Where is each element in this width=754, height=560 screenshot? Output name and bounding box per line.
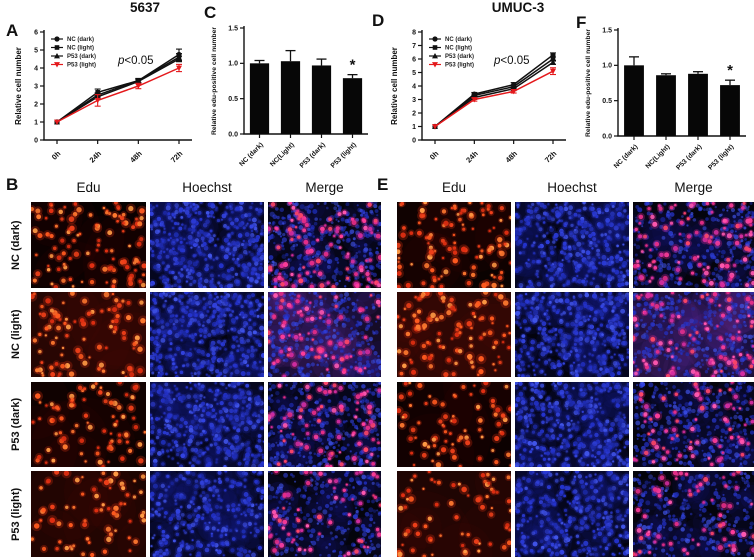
micro-tile-e-p53-light-hoechst xyxy=(515,471,629,557)
micro-tile-b-nc-light-edu xyxy=(31,292,146,377)
panel-a-letter: A xyxy=(6,21,19,40)
svg-text:p<0.05: p<0.05 xyxy=(493,55,530,67)
svg-text:0.0: 0.0 xyxy=(228,131,238,138)
svg-text:P53 (dark): P53 (dark) xyxy=(445,54,474,60)
micro-tile-e-p53-dark-hoechst xyxy=(515,382,629,467)
panel-b-col-header-edu: Edu xyxy=(76,180,101,195)
svg-text:*: * xyxy=(727,62,733,79)
micro-tile-e-nc-light-merge xyxy=(633,292,754,377)
svg-text:0: 0 xyxy=(34,137,38,144)
panel-a-line-chart: 0 1 2 3 4 5 6 0h 24h 48h 72h NC (dark) NC (light) P53… xyxy=(12,26,204,178)
micro-tile-e-p53-light-merge xyxy=(633,471,754,557)
svg-text:4: 4 xyxy=(412,83,416,90)
svg-text:P53 (dark): P53 (dark) xyxy=(67,54,96,60)
micro-tile-b-nc-dark-hoechst xyxy=(150,202,264,288)
panel-b-col-header-hoechst: Hoechst xyxy=(182,180,232,195)
micro-tile-b-nc-dark-edu xyxy=(31,202,146,288)
micro-tile-b-p53-dark-edu xyxy=(31,382,146,467)
svg-text:P53 (light): P53 (light) xyxy=(67,63,96,69)
svg-text:1.5: 1.5 xyxy=(228,25,238,32)
svg-text:6: 6 xyxy=(412,56,416,63)
micro-tile-e-nc-light-edu xyxy=(397,292,511,377)
panel-f-bar-chart: 0.0 0.5 1.0 1.5 NC (dark) NC(Light) P53 (dark)… xyxy=(580,18,754,182)
svg-text:2: 2 xyxy=(412,110,416,117)
svg-text:3: 3 xyxy=(34,83,38,90)
micro-tile-b-p53-dark-hoechst xyxy=(150,382,264,467)
svg-text:p<0.05: p<0.05 xyxy=(117,55,154,67)
panel-b-letter: B xyxy=(6,175,19,194)
svg-text:6: 6 xyxy=(34,29,38,36)
micro-tile-e-nc-dark-merge xyxy=(633,202,754,288)
svg-text:0: 0 xyxy=(412,137,416,144)
micro-tile-b-p53-light-edu xyxy=(31,471,146,557)
panel-c-bar-chart: 0.0 0.5 1.0 1.5 NC (dark) NC(Light) P53 (dark)… xyxy=(206,16,376,180)
micro-tile-b-p53-light-hoechst xyxy=(150,471,264,557)
svg-text:3: 3 xyxy=(412,97,416,104)
panel-a-title: 5637 xyxy=(129,0,161,15)
svg-text:1: 1 xyxy=(412,124,416,131)
panel-d-letter: D xyxy=(372,11,385,30)
panel-d-title: UMUC-3 xyxy=(491,0,545,15)
svg-text:NC (dark): NC (dark) xyxy=(67,37,94,43)
micro-tile-e-nc-light-hoechst xyxy=(515,292,629,377)
panel-e-col-header-merge: Merge xyxy=(674,180,713,195)
micro-tile-b-nc-dark-merge xyxy=(268,202,381,288)
svg-text:2: 2 xyxy=(34,101,38,108)
svg-text:0.5: 0.5 xyxy=(602,98,612,105)
micro-tile-e-p53-dark-merge xyxy=(633,382,754,467)
svg-text:*: * xyxy=(350,57,356,74)
svg-text:5: 5 xyxy=(34,47,38,54)
panel-e-col-header-hoechst: Hoechst xyxy=(547,180,597,195)
panel-e-letter: E xyxy=(377,175,389,194)
micro-tile-e-p53-dark-edu xyxy=(397,382,511,467)
svg-text:P53 (light): P53 (light) xyxy=(445,63,474,69)
svg-text:8: 8 xyxy=(412,29,416,36)
panel-e-col-header-edu: Edu xyxy=(441,180,467,195)
svg-text:7: 7 xyxy=(412,43,416,50)
svg-text:Relative edu-positive cell num: Relative edu-positive cell number xyxy=(211,27,218,135)
svg-text:Relative cell number: Relative cell number xyxy=(390,47,399,125)
svg-text:0.5: 0.5 xyxy=(228,96,238,103)
svg-text:1.5: 1.5 xyxy=(602,27,612,34)
micro-tile-b-nc-light-hoechst xyxy=(150,292,264,377)
svg-text:Relative cell number: Relative cell number xyxy=(14,47,23,125)
panel-f-letter: F xyxy=(576,13,587,32)
svg-text:1: 1 xyxy=(34,119,38,126)
micro-tile-b-p53-dark-merge xyxy=(268,382,381,467)
micro-tile-e-nc-dark-hoechst xyxy=(515,202,629,288)
panel-c-letter: C xyxy=(204,3,217,22)
svg-text:0.0: 0.0 xyxy=(602,133,612,140)
svg-text:5: 5 xyxy=(412,70,416,77)
svg-text:NC (light): NC (light) xyxy=(445,46,472,52)
panel-b-col-header-merge: Merge xyxy=(305,180,344,195)
micro-tile-e-nc-dark-edu xyxy=(397,202,511,288)
panel-d-line-chart: 0 1 2 3 4 5 6 7 8 0h 24h 48h 72h NC (dark) NC (light) P… xyxy=(388,26,580,178)
svg-text:1.0: 1.0 xyxy=(602,63,612,70)
svg-text:NC (dark): NC (dark) xyxy=(445,37,472,43)
svg-text:Relative edu-positive cell num: Relative edu-positive cell number xyxy=(585,29,592,137)
micro-tile-b-nc-light-merge xyxy=(268,292,381,377)
micro-tile-b-p53-light-merge xyxy=(268,471,381,557)
svg-text:4: 4 xyxy=(34,65,38,72)
micro-tile-e-p53-light-edu xyxy=(397,471,511,557)
svg-text:1.0: 1.0 xyxy=(228,61,238,68)
svg-text:NC (light): NC (light) xyxy=(67,46,94,52)
